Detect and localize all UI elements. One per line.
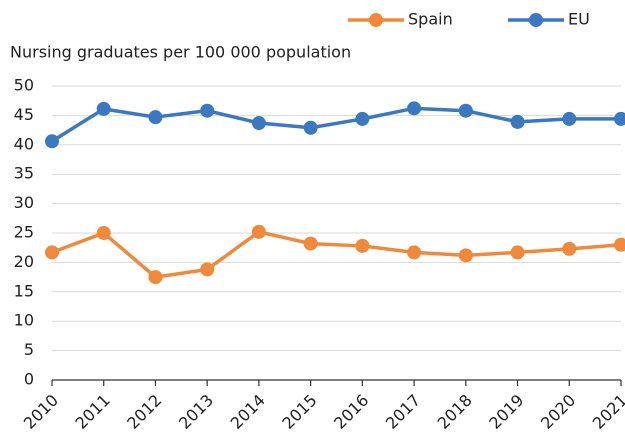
x-tick-label: 2018 [434, 391, 476, 433]
y-tick-label: 25 [14, 223, 34, 242]
y-tick-label: 15 [14, 281, 34, 300]
x-tick-label: 2020 [537, 391, 579, 433]
x-tick-label: 2011 [72, 391, 114, 433]
data-point [355, 111, 370, 126]
data-point [458, 248, 473, 263]
x-tick-label: 2014 [227, 391, 269, 433]
data-point [407, 101, 422, 116]
y-tick-label: 50 [14, 76, 34, 95]
x-tick-label: 2021 [589, 391, 625, 433]
data-point [355, 238, 370, 253]
data-point [303, 120, 318, 135]
y-tick-label: 5 [24, 340, 34, 359]
x-tick-label: 2019 [485, 391, 527, 433]
series-line [51, 229, 622, 279]
data-point [148, 110, 163, 125]
data-point [96, 226, 111, 240]
data-point [562, 241, 577, 256]
x-tick-label: 2016 [330, 391, 372, 433]
y-tick-label: 40 [14, 134, 34, 153]
y-tick-label: 20 [14, 252, 34, 271]
data-point [303, 236, 318, 251]
data-point [148, 270, 163, 285]
series-line [51, 106, 621, 143]
y-tick-label: 30 [14, 193, 34, 212]
x-tick-label: 2010 [20, 391, 62, 433]
x-tick-label: 2015 [278, 391, 320, 433]
y-tick-label: 0 [24, 370, 34, 389]
data-point [562, 111, 577, 126]
y-tick-label: 10 [14, 311, 34, 330]
legend-marker [369, 13, 383, 27]
data-point [458, 103, 473, 118]
y-axis-label: Nursing graduates per 100 000 population [10, 43, 351, 62]
data-point [45, 134, 59, 149]
x-tick-label: 2012 [123, 391, 165, 433]
y-tick-label: 45 [14, 105, 34, 124]
legend-label: Spain [408, 10, 453, 29]
data-point [251, 116, 266, 131]
data-point [510, 114, 525, 129]
data-point [614, 237, 625, 252]
data-point [45, 245, 59, 260]
x-tick-label: 2017 [382, 391, 424, 433]
data-point [200, 103, 215, 118]
legend-label: EU [568, 10, 590, 29]
data-point [407, 245, 422, 260]
data-point [96, 101, 111, 116]
data-point [614, 111, 625, 126]
y-tick-label: 35 [14, 164, 34, 183]
legend-marker [529, 13, 543, 27]
data-point [251, 224, 266, 239]
data-point [200, 262, 215, 277]
data-point [510, 245, 525, 260]
x-tick-label: 2013 [175, 391, 217, 433]
